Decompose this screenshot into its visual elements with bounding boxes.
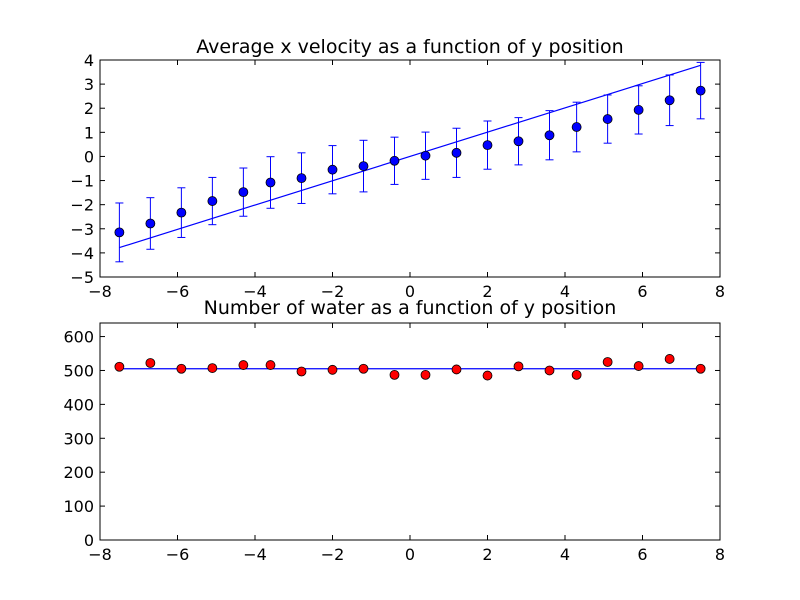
water-count-data-point: [664, 354, 675, 364]
velocity-data-point: [544, 130, 555, 141]
water-count-x-tick-label: 0: [405, 545, 415, 564]
velocity-data-point: [633, 105, 644, 115]
water-count-y-tick-label: 200: [63, 463, 94, 482]
velocity-x-tick-label: 2: [482, 282, 492, 301]
water-count-axes-frame: [99, 322, 721, 541]
velocity-data-point: [296, 173, 307, 184]
water-count-data-point: [482, 370, 493, 381]
velocity-x-tick-label: −6: [166, 282, 190, 301]
water-count-data-point: [513, 361, 524, 372]
velocity-data-point: [664, 95, 675, 106]
water-count-data-point: [544, 365, 555, 376]
velocity-data-point: [695, 85, 706, 96]
velocity-y-tick-label: 0: [84, 147, 94, 166]
water-count-y-tick-label: 600: [63, 328, 94, 347]
velocity-x-tick-label: 6: [637, 282, 647, 301]
water-count-x-tick-label: 4: [560, 545, 570, 564]
velocity-data-point: [571, 122, 582, 132]
velocity-data-point: [602, 114, 613, 124]
water-count-data-point: [420, 369, 431, 380]
water-count-data-point: [207, 363, 218, 373]
velocity-data-point: [451, 147, 462, 158]
velocity-data-point: [358, 161, 369, 171]
water-count-plot: Number of water as a function of y posit…: [63, 297, 725, 564]
velocity-y-tick-label: 1: [84, 123, 94, 142]
velocity-y-tick-label: −2: [70, 196, 94, 215]
velocity-data-point: [238, 187, 249, 198]
water-count-data-point: [238, 360, 249, 370]
water-count-x-tick-label: 8: [715, 545, 725, 564]
velocity-data-point: [513, 136, 524, 147]
water-count-data-point: [327, 364, 338, 375]
velocity-plot: Average x velocity as a function of y po…: [70, 36, 725, 301]
water-count-data-point: [633, 361, 644, 371]
velocity-data-point: [207, 196, 218, 206]
velocity-data-point: [420, 150, 431, 161]
water-count-data-point: [145, 358, 156, 368]
velocity-x-tick-label: 0: [405, 282, 415, 301]
water-count-y-tick-label: 400: [63, 395, 94, 414]
water-count-data-point: [296, 366, 307, 377]
velocity-data-point: [176, 207, 187, 218]
water-count-data-point: [571, 369, 582, 380]
water-count-x-tick-label: −8: [88, 545, 112, 564]
water-count-plot-title: Number of water as a function of y posit…: [204, 297, 617, 319]
water-count-x-tick-label: 2: [482, 545, 492, 564]
velocity-y-tick-label: 3: [84, 75, 94, 94]
velocity-plot-title: Average x velocity as a function of y po…: [196, 36, 623, 58]
water-count-data-point: [695, 363, 706, 374]
velocity-data-point: [327, 164, 338, 175]
water-count-data-point: [265, 360, 276, 370]
velocity-data-point: [265, 177, 276, 188]
velocity-fit-line: [119, 64, 701, 249]
velocity-y-tick-label: 4: [84, 51, 94, 70]
velocity-x-tick-label: −8: [88, 282, 112, 301]
water-count-x-tick-label: −4: [243, 545, 267, 564]
water-count-data-point: [114, 361, 125, 372]
water-count-y-tick-label: 100: [63, 497, 94, 516]
velocity-y-tick-label: 2: [84, 99, 94, 118]
velocity-axes-frame: [99, 59, 721, 278]
water-count-x-tick-label: −2: [321, 545, 345, 564]
velocity-data-point: [145, 218, 156, 229]
velocity-y-tick-label: −5: [70, 268, 94, 287]
velocity-x-tick-label: −2: [321, 282, 345, 301]
velocity-data-point: [482, 140, 493, 151]
velocity-data-point: [114, 227, 125, 238]
velocity-y-tick-label: −3: [70, 220, 94, 239]
water-count-y-tick-label: 0: [84, 531, 94, 550]
water-count-data-point: [176, 363, 187, 374]
water-count-y-tick-label: 300: [63, 429, 94, 448]
water-count-data-point: [602, 357, 613, 367]
velocity-x-tick-label: −4: [243, 282, 267, 301]
velocity-x-tick-label: 4: [560, 282, 570, 301]
water-count-y-tick-label: 500: [63, 361, 94, 380]
velocity-data-point: [389, 155, 400, 166]
velocity-x-tick-label: 8: [715, 282, 725, 301]
water-count-x-tick-label: 6: [637, 545, 647, 564]
water-count-data-point: [358, 363, 369, 374]
water-count-data-point: [389, 369, 400, 380]
water-count-x-tick-label: −6: [166, 545, 190, 564]
velocity-y-tick-label: −4: [70, 244, 94, 263]
velocity-y-tick-label: −1: [70, 172, 94, 191]
water-count-data-point: [451, 364, 462, 375]
